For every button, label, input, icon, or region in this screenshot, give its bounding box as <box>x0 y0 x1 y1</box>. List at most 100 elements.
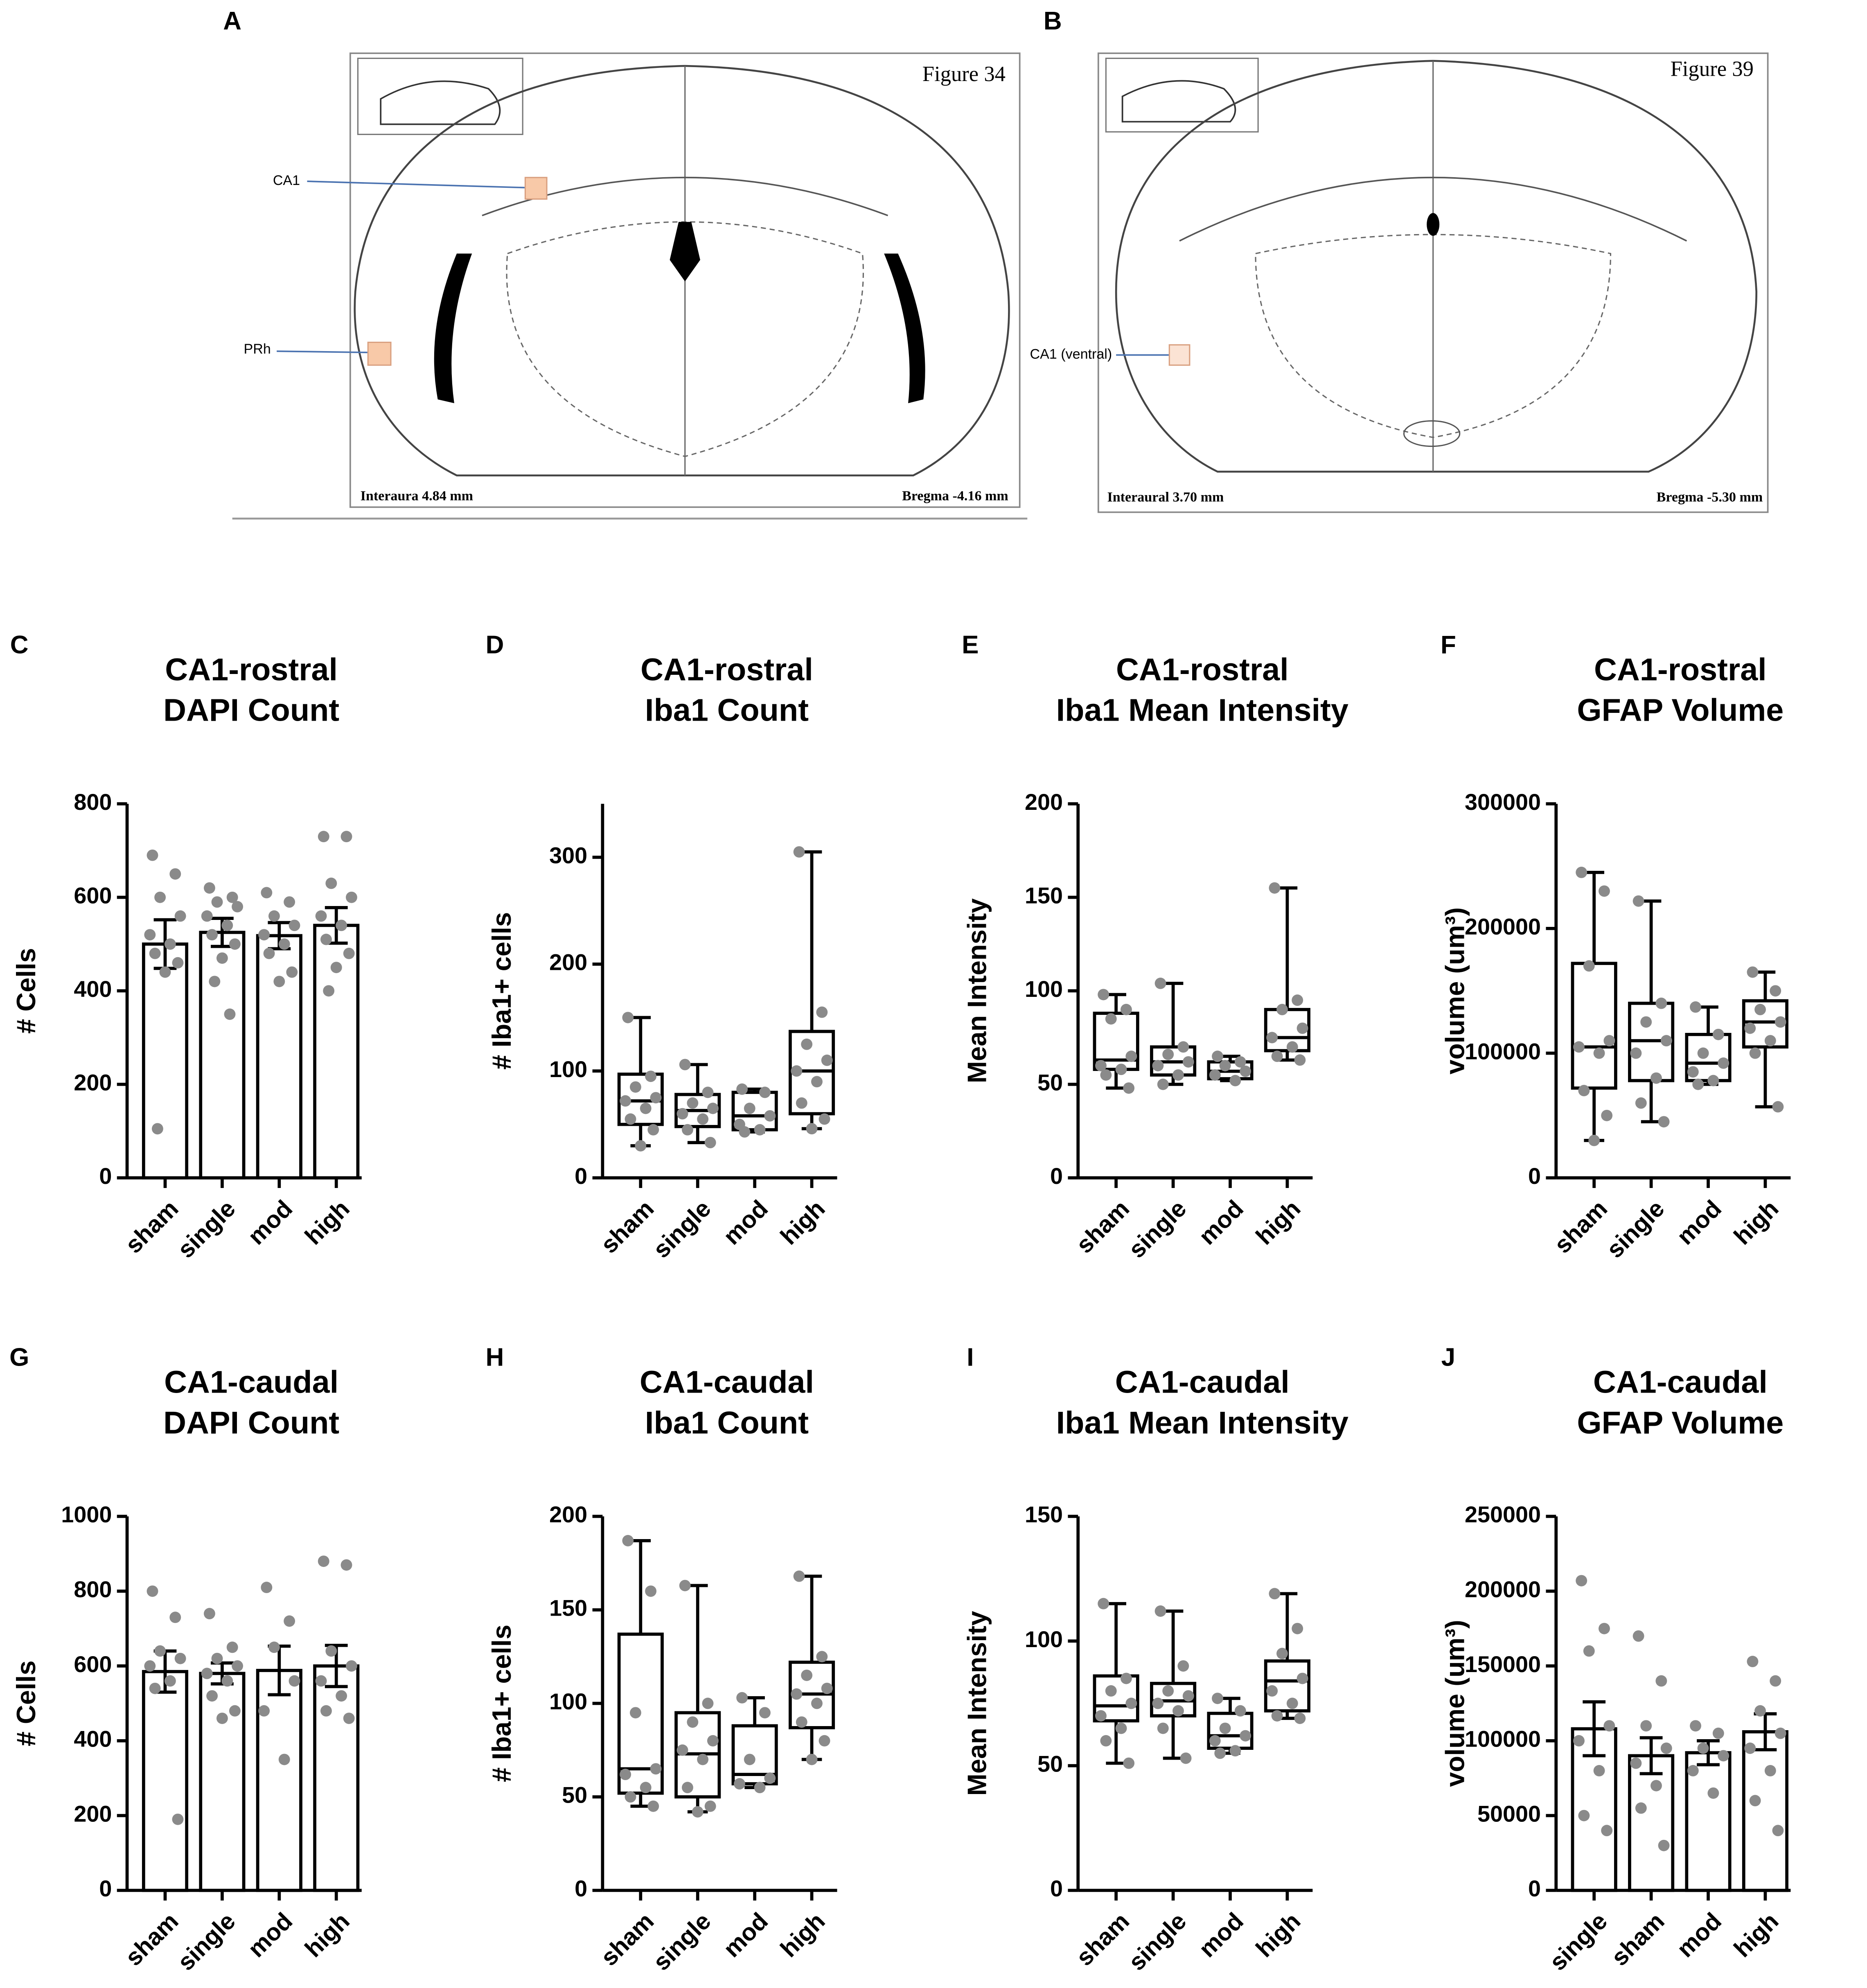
data-point <box>1772 1825 1784 1837</box>
aqueduct <box>1427 213 1440 236</box>
data-point <box>1297 1672 1308 1684</box>
y-tick-label: 400 <box>74 1727 112 1752</box>
data-point <box>1651 1072 1662 1084</box>
data-point <box>816 1651 828 1663</box>
chart-title: CA1-rostral <box>640 652 813 687</box>
data-point <box>704 1137 716 1149</box>
data-point <box>224 1008 236 1020</box>
data-point <box>226 1641 238 1653</box>
data-point <box>620 1095 631 1107</box>
atlas-b: B Figure 39 CA1 (ventral) Interaural 3.7… <box>1030 7 1769 513</box>
data-point <box>697 1754 709 1765</box>
y-tick-label: 50 <box>1037 1751 1063 1777</box>
data-point <box>1772 1101 1784 1113</box>
hippocampus <box>1179 177 1687 242</box>
data-point <box>144 1660 156 1672</box>
data-point <box>1764 1035 1776 1047</box>
y-axis-label: # Iba1+ cells <box>487 912 516 1070</box>
data-point <box>325 877 337 889</box>
data-point <box>736 1692 748 1704</box>
y-tick-label: 0 <box>575 1876 587 1901</box>
data-point <box>1266 1685 1278 1697</box>
data-point <box>687 1097 699 1109</box>
data-point <box>1601 1109 1613 1121</box>
data-point <box>149 947 161 959</box>
data-point <box>707 1102 719 1114</box>
data-point <box>739 1126 751 1138</box>
chart-title: DAPI Count <box>163 1405 339 1440</box>
data-point <box>1286 1041 1298 1053</box>
data-point <box>682 1782 693 1794</box>
y-tick-label: 200 <box>549 1502 587 1527</box>
data-point <box>1212 1050 1223 1062</box>
data-point <box>1271 1710 1283 1722</box>
data-point <box>650 1763 662 1775</box>
data-point <box>206 1690 218 1702</box>
data-point <box>144 929 156 941</box>
data-point <box>258 1705 270 1717</box>
y-tick-label: 100000 <box>1465 1039 1541 1064</box>
data-point <box>1269 882 1281 894</box>
data-point <box>1588 1134 1600 1146</box>
data-point <box>1152 1060 1164 1071</box>
data-point <box>154 891 166 903</box>
data-point <box>1593 1047 1605 1059</box>
thalamus <box>506 221 864 457</box>
data-point <box>1640 1016 1652 1028</box>
data-point <box>221 1675 233 1687</box>
data-point <box>1583 1645 1595 1657</box>
region-label: PRh <box>244 341 271 357</box>
data-point <box>1276 1004 1288 1015</box>
data-point <box>174 1652 186 1664</box>
panel-letter: B <box>1044 7 1062 35</box>
data-point <box>1655 997 1667 1009</box>
data-point <box>1712 1727 1724 1739</box>
chart-title: CA1-caudal <box>1115 1365 1290 1400</box>
data-point <box>1744 1022 1756 1034</box>
data-point <box>1747 966 1759 978</box>
data-point <box>821 1682 833 1694</box>
bar <box>1742 1730 1788 1892</box>
y-tick-label: 400 <box>74 976 112 1002</box>
chart-title: CA1-rostral <box>165 652 338 687</box>
panel-letter: D <box>486 631 504 659</box>
data-point <box>1573 1041 1585 1053</box>
data-point <box>1712 1028 1724 1040</box>
panel-letter: E <box>962 631 979 659</box>
inset-brain <box>1121 80 1236 123</box>
data-point <box>1603 1035 1615 1047</box>
data-point <box>169 1612 181 1623</box>
data-point <box>1234 1056 1246 1068</box>
data-point <box>629 1707 641 1719</box>
data-point <box>164 938 176 950</box>
roi <box>367 341 392 366</box>
panel-letter: C <box>10 631 29 659</box>
data-point <box>1697 1742 1709 1754</box>
data-point <box>1271 1050 1283 1062</box>
data-point <box>226 891 238 903</box>
data-point <box>1599 885 1610 897</box>
y-tick-label: 100000 <box>1465 1727 1541 1752</box>
y-tick-label: 250000 <box>1465 1502 1541 1527</box>
y-tick-label: 150000 <box>1465 1652 1541 1677</box>
y-tick-label: 800 <box>74 789 112 815</box>
y-axis-label: Mean Intensity <box>962 1611 992 1796</box>
chart-title: Iba1 Mean Intensity <box>1056 693 1348 728</box>
data-point <box>1690 1720 1701 1732</box>
data-point <box>744 1754 755 1765</box>
data-point <box>147 849 158 861</box>
data-point <box>1162 1048 1174 1060</box>
data-point <box>702 1697 714 1709</box>
data-point <box>221 920 233 931</box>
data-point <box>345 891 357 903</box>
y-tick-label: 200000 <box>1465 1577 1541 1602</box>
data-point <box>736 1083 748 1095</box>
data-point <box>647 1124 659 1136</box>
data-point <box>759 1707 771 1719</box>
data-point <box>1269 1588 1281 1600</box>
data-point <box>1173 1069 1184 1081</box>
data-point <box>147 1585 158 1597</box>
ventricle <box>434 253 472 403</box>
data-point <box>764 1110 776 1122</box>
